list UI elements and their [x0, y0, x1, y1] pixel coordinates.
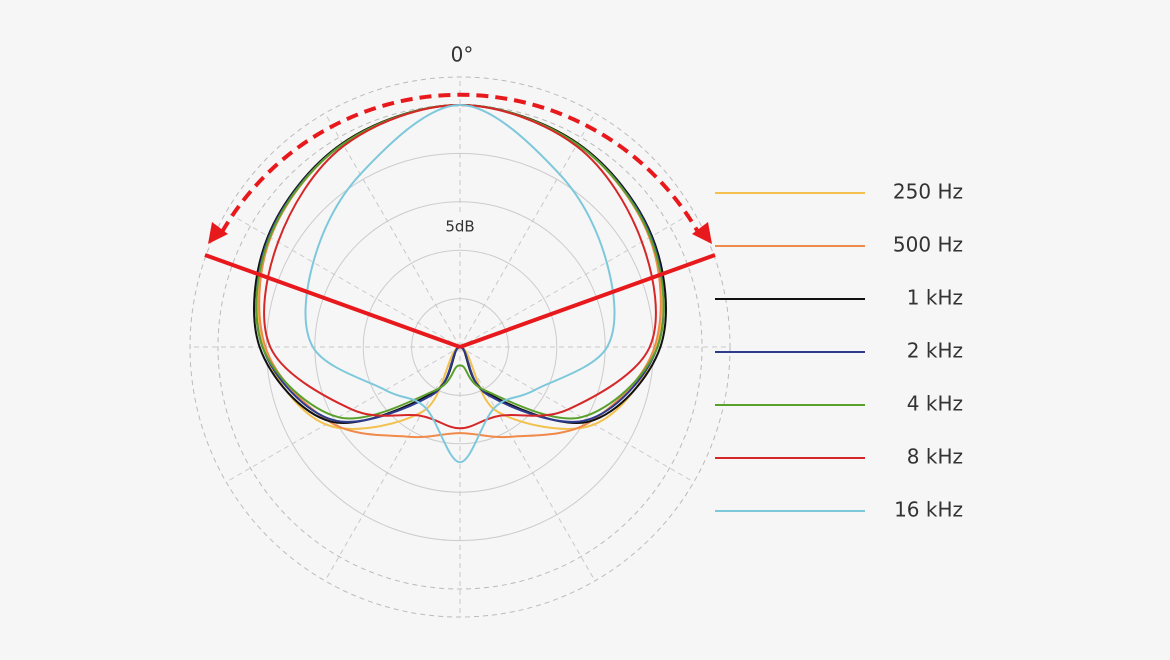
outer-ring — [189, 76, 731, 618]
legend-label: 500 Hz — [893, 233, 963, 257]
grid-spoke — [324, 346, 461, 582]
polar-curve — [255, 103, 665, 420]
legend: 250 Hz 500 Hz 1 kHz 2 kHz 4 kHz 8 kHz 16 kHz — [715, 180, 963, 522]
legend-label: 2 kHz — [907, 339, 963, 363]
polar-curve — [263, 103, 657, 430]
legend-label: 1 kHz — [907, 286, 963, 310]
polar-curve — [304, 103, 616, 464]
arrowhead — [692, 222, 712, 244]
annotation-line — [459, 253, 716, 349]
grid-spoke — [459, 112, 596, 348]
grid-spoke — [225, 346, 461, 483]
legend-label: 16 kHz — [894, 498, 963, 522]
grid-spoke — [459, 211, 695, 348]
scale-label: 5dB — [445, 218, 474, 236]
angle-label: 0° — [451, 43, 474, 67]
annotation-arc — [220, 92, 700, 234]
grid-spoke — [225, 211, 461, 348]
annotation-line — [204, 253, 461, 349]
arrowhead — [208, 222, 228, 244]
grid-ring — [217, 104, 703, 590]
coverage-annotation — [204, 92, 716, 349]
grid-spoke — [324, 112, 461, 348]
grid-spoke — [459, 346, 596, 582]
grid-ring — [362, 249, 558, 445]
legend-label: 8 kHz — [907, 445, 963, 469]
scale-label-bg — [440, 216, 480, 238]
legend-label: 4 kHz — [907, 392, 963, 416]
grid-spoke — [459, 346, 695, 483]
legend-label: 250 Hz — [893, 180, 963, 204]
